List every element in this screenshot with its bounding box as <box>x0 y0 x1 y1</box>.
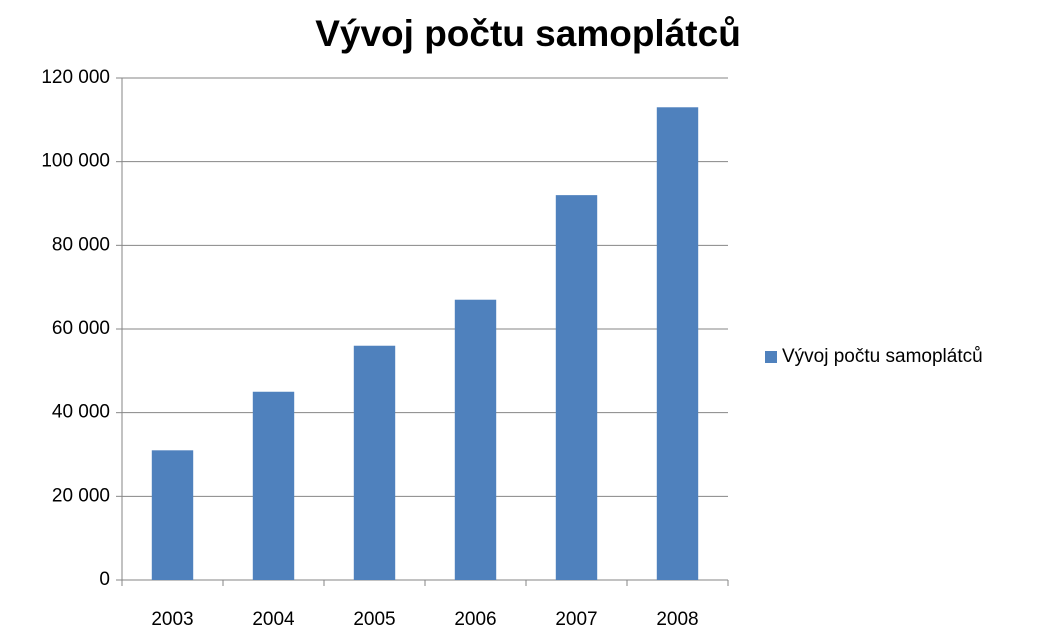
x-tick-label: 2004 <box>252 609 295 630</box>
x-tick-label: 2005 <box>353 609 395 630</box>
y-tick-label: 60 000 <box>52 318 110 339</box>
bar <box>454 299 497 580</box>
y-tick-label: 120 000 <box>41 67 110 88</box>
y-tick-label: 80 000 <box>52 234 110 255</box>
chart-title: Vývoj počtu samoplátců <box>315 13 741 54</box>
x-tick-label: 2007 <box>555 609 597 630</box>
legend-swatch <box>765 351 777 363</box>
y-tick-label: 100 000 <box>41 151 110 172</box>
bar <box>353 345 396 580</box>
x-tick-label: 2008 <box>656 609 698 630</box>
x-tick-label: 2003 <box>151 609 193 630</box>
y-tick-label: 40 000 <box>52 402 110 423</box>
bar <box>252 391 295 580</box>
y-tick-label: 20 000 <box>52 485 110 506</box>
bar <box>656 107 699 581</box>
y-tick-label: 0 <box>99 569 110 590</box>
legend-label: Vývoj počtu samoplátců <box>782 346 983 367</box>
bar <box>151 450 194 580</box>
x-tick-label: 2006 <box>454 609 496 630</box>
bar <box>555 195 598 580</box>
